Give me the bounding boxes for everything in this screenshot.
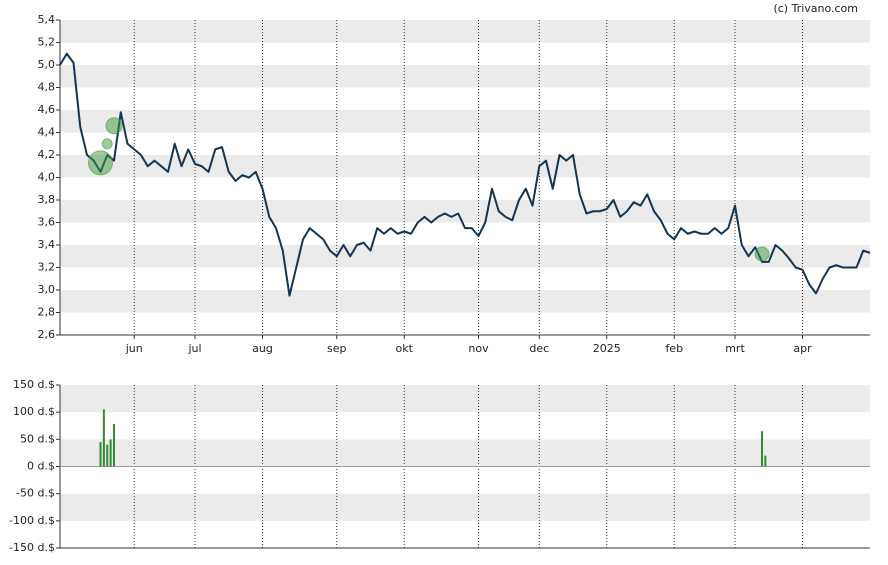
grid-band <box>60 200 870 223</box>
y-tick-label: 5,0 <box>38 58 56 71</box>
y-tick-label: 50 d.$ <box>20 432 55 445</box>
bar <box>102 409 105 467</box>
x-tick-label: 2025 <box>593 342 621 355</box>
x-tick-label: jul <box>187 342 201 355</box>
trade-bubble <box>105 117 123 135</box>
y-tick-label: 3,0 <box>38 283 56 296</box>
y-tick-label: 5,4 <box>38 13 56 26</box>
grid-band <box>60 155 870 178</box>
y-tick-label: 100 d.$ <box>13 405 55 418</box>
y-tick-label: -50 d.$ <box>16 487 55 500</box>
grid-band <box>60 20 870 43</box>
y-tick-label: -100 d.$ <box>9 514 55 527</box>
y-tick-label: 2,8 <box>38 306 56 319</box>
grid-band <box>60 493 870 521</box>
x-tick-label: jun <box>125 342 143 355</box>
watermark: (c) Trivano.com <box>773 2 858 15</box>
y-tick-label: 4,0 <box>38 171 56 184</box>
grid-band <box>60 110 870 133</box>
grid-band <box>60 65 870 88</box>
y-tick-label: 4,6 <box>38 103 56 116</box>
x-tick-label: mrt <box>725 342 745 355</box>
bar <box>109 439 112 467</box>
grid-band <box>60 245 870 268</box>
y-tick-label: -150 d.$ <box>9 541 55 554</box>
x-tick-label: sep <box>327 342 346 355</box>
bar <box>106 444 109 467</box>
bar <box>761 431 763 467</box>
y-tick-label: 3,4 <box>38 238 56 251</box>
trade-bubble <box>101 138 113 150</box>
y-tick-label: 4,4 <box>38 126 56 139</box>
x-tick-label: dec <box>529 342 549 355</box>
y-tick-label: 4,2 <box>38 148 56 161</box>
x-tick-label: feb <box>665 342 683 355</box>
y-tick-label: 150 d.$ <box>13 378 55 391</box>
bar <box>99 442 102 467</box>
y-tick-label: 0 d.$ <box>27 460 55 473</box>
price-line <box>59 52 871 297</box>
x-tick-label: apr <box>793 342 812 355</box>
bar <box>764 455 767 467</box>
x-tick-label: nov <box>468 342 489 355</box>
grid-band <box>60 385 870 413</box>
x-tick-label: okt <box>396 342 414 355</box>
y-tick-label: 3,8 <box>38 193 56 206</box>
x-tick-label: aug <box>252 342 273 355</box>
trade-bubble <box>754 246 770 262</box>
y-tick-label: 5,2 <box>38 36 56 49</box>
y-tick-label: 3,6 <box>38 216 56 229</box>
bar <box>113 424 115 467</box>
grid-band <box>60 290 870 313</box>
trade-bubble <box>88 150 113 176</box>
y-tick-label: 4,8 <box>38 81 56 94</box>
y-tick-label: 3,2 <box>38 261 56 274</box>
grid-band <box>60 439 870 467</box>
y-tick-label: 2,6 <box>38 328 56 341</box>
